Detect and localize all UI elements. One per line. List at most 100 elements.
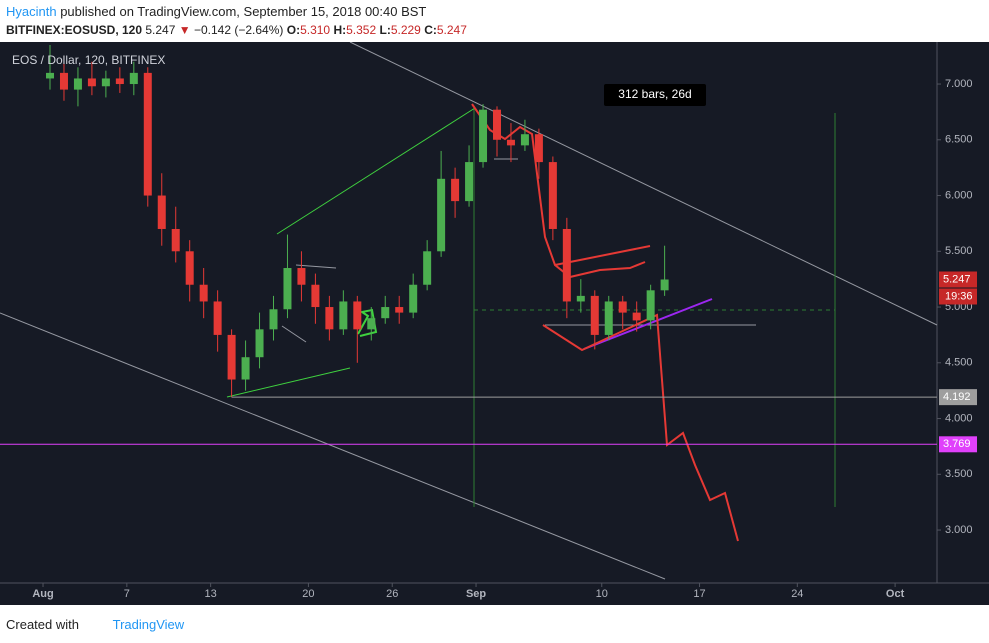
open: 5.310 (300, 23, 331, 37)
candle-body (395, 307, 404, 313)
channel-bottom (0, 312, 666, 580)
gray-mark (281, 325, 307, 343)
chart: EOS / Dollar, 120, BITFINEX 312 bars, 26… (0, 42, 989, 605)
trend-green-low (226, 367, 351, 398)
candle-body (465, 162, 474, 202)
countdown: 19:36 (945, 290, 973, 302)
high: 5.352 (346, 23, 377, 37)
c-label: C: (424, 23, 437, 37)
candle-body (660, 279, 669, 291)
author[interactable]: Hyacinth (6, 4, 57, 19)
level-label: 4.192 (943, 391, 971, 403)
candle-body (562, 228, 571, 302)
candle-body (311, 284, 320, 308)
x-tick-label: 26 (386, 588, 398, 600)
trend-green (276, 107, 476, 235)
candle-body (353, 301, 362, 330)
candle-body (548, 162, 557, 229)
candle-body (339, 301, 348, 330)
candle-body (492, 109, 501, 140)
candle-body (115, 78, 124, 85)
published: published on TradingView.com, September … (60, 4, 427, 19)
candle-body (409, 284, 418, 313)
candle-body (199, 284, 208, 302)
level-box (939, 389, 977, 406)
x-tick-label: 13 (205, 588, 217, 600)
o-label: O: (286, 23, 301, 37)
created: Created with (6, 617, 79, 632)
low: 5.229 (390, 23, 421, 37)
y-tick-label: 4.000 (945, 412, 973, 424)
last: 5.247 (145, 23, 176, 37)
trend-purple (583, 298, 713, 350)
level-label: 3.769 (943, 438, 971, 450)
chart-title: EOS / Dollar, 120, BITFINEX (12, 53, 165, 67)
x-tick-label: 17 (693, 588, 705, 600)
candles (46, 45, 669, 398)
x-tick-label: 7 (124, 588, 130, 600)
y-tick-label: 5.500 (945, 245, 973, 257)
level-box (939, 436, 977, 453)
last-price-box (939, 271, 977, 288)
candle-body (143, 72, 152, 196)
candle-body (590, 295, 599, 335)
flag-green (357, 308, 378, 337)
y-tick-label: 7.000 (945, 78, 973, 90)
symbol: BITFINEX:EOSUSD, 120 (6, 23, 143, 37)
candle-body (297, 268, 306, 285)
candle-body (157, 195, 166, 229)
candle-body (423, 251, 432, 285)
candle-body (101, 78, 110, 87)
gray-mark (295, 264, 337, 269)
candle-body (269, 309, 278, 330)
candle-body (129, 72, 138, 85)
header: Hyacinth published on TradingView.com, S… (6, 3, 467, 39)
candle-body (325, 307, 334, 330)
candle-body (506, 139, 515, 146)
candle-body (87, 78, 96, 87)
candle-body (255, 329, 264, 358)
annotation-box (604, 84, 706, 106)
candle-body (46, 72, 55, 79)
y-tick-label: 3.000 (945, 524, 973, 536)
x-tick-label: 24 (791, 588, 803, 600)
l-label: L: (379, 23, 391, 37)
candle-body (604, 301, 613, 335)
candle-body (534, 134, 543, 163)
candle-body (73, 78, 82, 90)
countdown-box (939, 288, 977, 305)
x-tick-label: 20 (302, 588, 314, 600)
y-tick-label: 6.000 (945, 189, 973, 201)
drawings (0, 42, 938, 580)
y-tick-label: 6.500 (945, 134, 973, 146)
candle-body (367, 318, 376, 330)
candle-body (576, 295, 585, 302)
candle-body (171, 228, 180, 252)
annotation: 312 bars, 26d (618, 87, 691, 101)
candle-body (381, 307, 390, 319)
x-tick-label: 10 (596, 588, 608, 600)
candle-body (520, 134, 529, 146)
candle-body (185, 251, 194, 285)
footer: Created with TradingView (6, 617, 184, 632)
candle-body (283, 268, 292, 310)
y-tick-label: 3.500 (945, 468, 973, 480)
candle-body (646, 290, 655, 321)
candle-body (618, 301, 627, 313)
channel-top (349, 42, 938, 326)
candle-body (632, 312, 641, 321)
candle-body (213, 301, 222, 335)
x-tick-label: Sep (466, 588, 486, 600)
brand[interactable]: TradingView (112, 617, 185, 632)
candle-body (479, 109, 488, 163)
close: 5.247 (436, 23, 467, 37)
change: −0.142 (−2.64%) (193, 23, 284, 37)
last-price-label: 5.247 (943, 273, 971, 285)
candle-body (437, 178, 446, 252)
y-tick-label: 4.500 (945, 357, 973, 369)
arrow: ▼ (178, 23, 191, 37)
candle-body (451, 178, 460, 202)
projection-red (542, 313, 739, 542)
x-tick-label: Aug (32, 588, 53, 600)
